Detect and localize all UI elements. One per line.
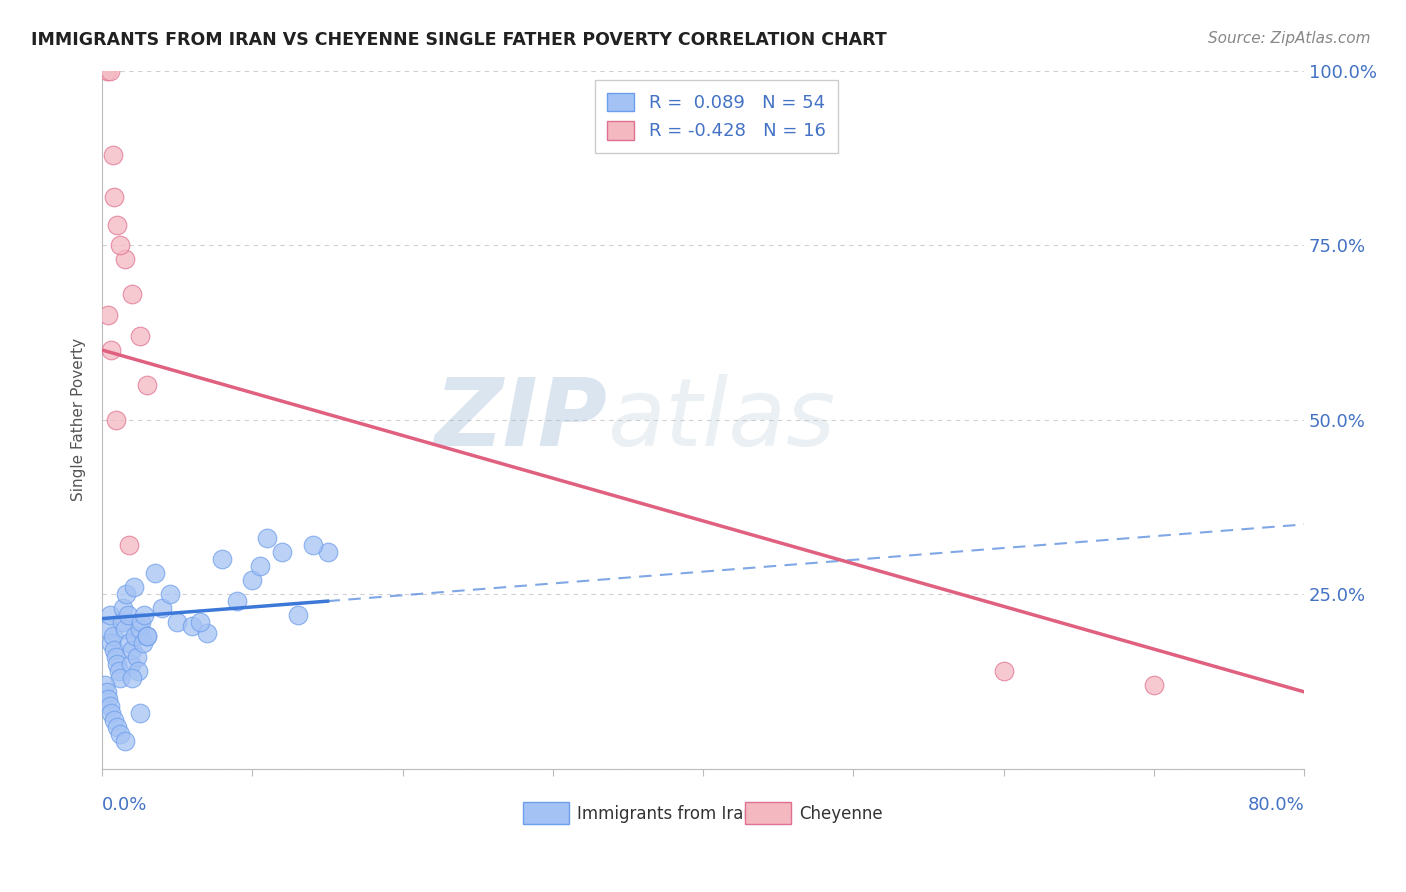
Point [195, 625, 218, 640]
Point [100, 706, 122, 720]
Point [143, 566, 166, 581]
Point [115, 587, 138, 601]
Point [122, 580, 145, 594]
Point [97, 691, 120, 706]
Point [110, 238, 132, 252]
Y-axis label: Single Father Poverty: Single Father Poverty [72, 338, 86, 501]
Point [159, 587, 181, 601]
Point [104, 649, 127, 664]
Point [105, 720, 128, 734]
Point [114, 622, 136, 636]
Point [114, 252, 136, 267]
Point [1143, 678, 1166, 692]
Point [136, 629, 159, 643]
FancyBboxPatch shape [745, 802, 792, 824]
Point [96, 64, 118, 78]
Point [125, 649, 148, 664]
Point [105, 218, 128, 232]
Point [136, 378, 159, 392]
Point [150, 601, 173, 615]
Point [188, 615, 211, 629]
Point [121, 643, 143, 657]
Point [128, 622, 150, 636]
Point [98, 64, 121, 78]
Point [993, 664, 1015, 678]
Point [101, 629, 124, 643]
FancyBboxPatch shape [523, 802, 568, 824]
Point [110, 726, 132, 740]
Point [96, 685, 118, 699]
Point [132, 636, 155, 650]
Point [112, 601, 135, 615]
Point [118, 636, 141, 650]
Point [104, 413, 127, 427]
Point [100, 636, 122, 650]
Point [256, 532, 278, 546]
Text: IMMIGRANTS FROM IRAN VS CHEYENNE SINGLE FATHER POVERTY CORRELATION CHART: IMMIGRANTS FROM IRAN VS CHEYENNE SINGLE … [31, 31, 887, 49]
Legend: R =  0.089   N = 54, R = -0.428   N = 16: R = 0.089 N = 54, R = -0.428 N = 16 [595, 80, 838, 153]
Point [124, 629, 146, 643]
Text: Immigrants from Iran: Immigrants from Iran [576, 805, 754, 822]
Point [287, 608, 309, 623]
Point [114, 733, 136, 747]
Point [127, 664, 149, 678]
Point [271, 545, 294, 559]
Point [101, 147, 124, 161]
Text: Cheyenne: Cheyenne [799, 805, 883, 822]
Point [134, 608, 156, 623]
Point [98, 608, 121, 623]
Text: ZIP: ZIP [434, 374, 607, 466]
Point [117, 608, 139, 623]
Text: 0.0%: 0.0% [103, 797, 148, 814]
Point [103, 643, 125, 657]
Point [105, 657, 128, 671]
Point [316, 545, 339, 559]
Point [211, 552, 233, 566]
Point [136, 629, 159, 643]
Point [97, 308, 120, 322]
Point [301, 538, 323, 552]
Point [103, 189, 125, 203]
Text: atlas: atlas [607, 375, 835, 466]
Point [98, 698, 121, 713]
Point [110, 671, 132, 685]
Point [97, 622, 120, 636]
Point [121, 287, 143, 301]
Point [94, 678, 117, 692]
Point [120, 657, 142, 671]
Point [128, 706, 150, 720]
Point [103, 713, 125, 727]
Point [242, 573, 264, 587]
Point [128, 329, 150, 343]
Text: Source: ZipAtlas.com: Source: ZipAtlas.com [1208, 31, 1371, 46]
Point [166, 615, 188, 629]
Point [249, 559, 271, 574]
Point [121, 671, 143, 685]
Point [129, 615, 152, 629]
Point [181, 618, 204, 632]
Point [226, 594, 249, 608]
Point [118, 538, 141, 552]
Point [100, 343, 122, 357]
Text: 80.0%: 80.0% [1247, 797, 1305, 814]
Point [111, 615, 134, 629]
Point [107, 664, 129, 678]
